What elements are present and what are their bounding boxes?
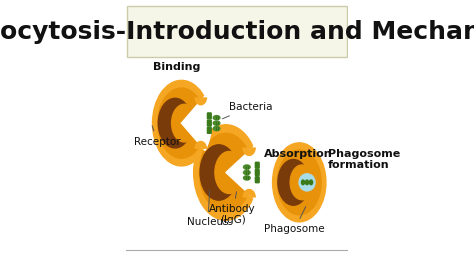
Ellipse shape [299,174,315,191]
Circle shape [305,180,309,185]
FancyBboxPatch shape [255,162,259,168]
Text: Nucleus: Nucleus [187,190,229,227]
Circle shape [200,133,252,212]
FancyBboxPatch shape [208,113,211,119]
FancyBboxPatch shape [255,169,259,176]
Text: Bacteria: Bacteria [222,102,272,119]
Circle shape [278,159,309,205]
Circle shape [158,88,205,158]
FancyBboxPatch shape [208,120,211,126]
Text: Antibody
(IgG): Antibody (IgG) [209,192,256,226]
Circle shape [290,165,314,200]
Circle shape [172,104,197,142]
Text: Receptor: Receptor [134,126,180,147]
Circle shape [200,145,237,200]
Circle shape [158,98,192,148]
Ellipse shape [213,116,220,120]
Circle shape [153,80,210,166]
Ellipse shape [244,165,250,169]
Wedge shape [226,146,259,199]
Circle shape [301,180,305,185]
Text: Absorption: Absorption [264,149,332,159]
Text: Binding: Binding [153,62,201,72]
Text: Phagosome
formation: Phagosome formation [328,148,401,170]
Ellipse shape [244,171,250,174]
Circle shape [215,152,243,193]
Ellipse shape [213,126,220,131]
FancyBboxPatch shape [127,6,347,57]
FancyBboxPatch shape [255,177,259,183]
Wedge shape [182,96,211,151]
Text: Phagosome: Phagosome [264,207,325,234]
Circle shape [310,180,312,185]
FancyBboxPatch shape [208,127,211,133]
Ellipse shape [213,121,220,125]
Circle shape [194,125,258,220]
Circle shape [273,143,326,222]
Text: Phagocytosis-Introduction and Mechanisms: Phagocytosis-Introduction and Mechanisms [0,20,474,44]
Circle shape [277,150,321,215]
Ellipse shape [244,176,250,180]
